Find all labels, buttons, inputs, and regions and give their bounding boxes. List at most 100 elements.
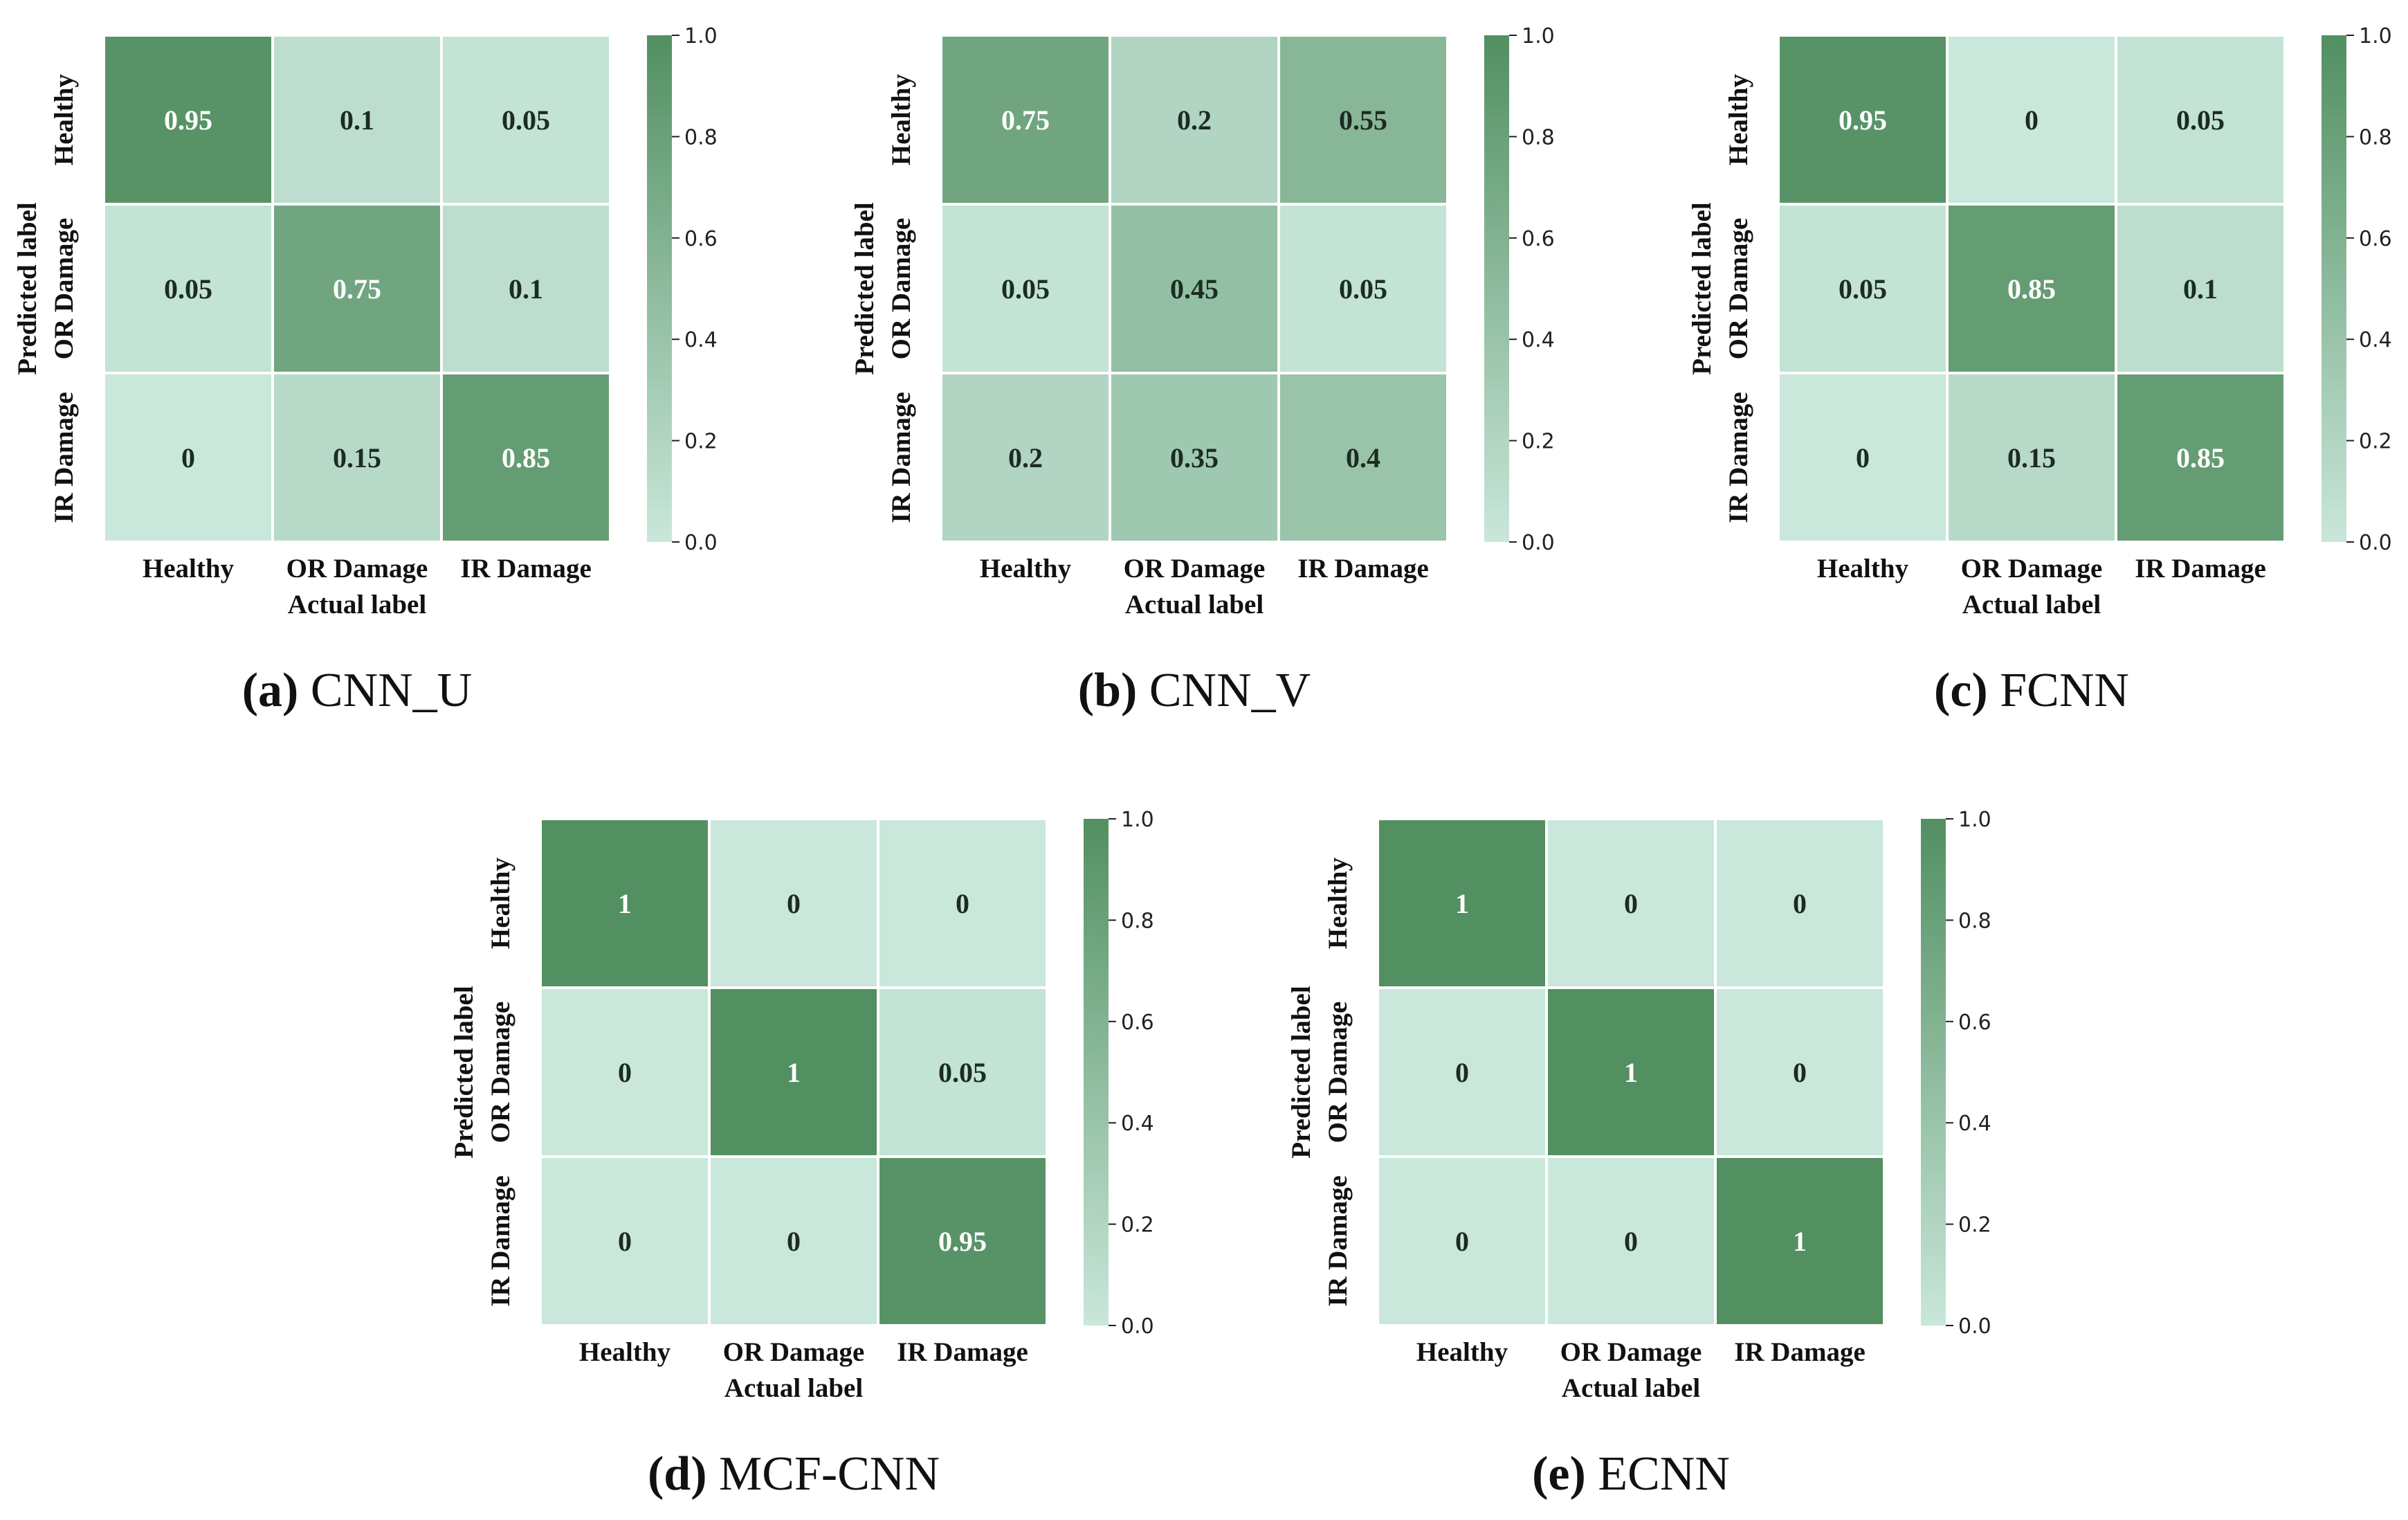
cell-value-label: 0.95 bbox=[938, 1226, 987, 1257]
colorbar-tick-label: 0.6 bbox=[1958, 1011, 1991, 1035]
heatmap-cell bbox=[1109, 34, 1280, 206]
x-tick-label: IR Damage bbox=[1297, 554, 1429, 583]
cell-value-label: 0 bbox=[1856, 442, 1870, 473]
cell-value-label: 0 bbox=[181, 442, 195, 473]
cell-value-label: 0 bbox=[1624, 1226, 1638, 1257]
x-tick-label: IR Damage bbox=[460, 554, 592, 583]
panel-name: FCNN bbox=[2000, 664, 2129, 717]
colorbar-tick-label: 0.2 bbox=[1958, 1213, 1991, 1238]
panel-caption: (d) MCF-CNN bbox=[648, 1447, 940, 1501]
y-tick-label: OR Damage bbox=[49, 218, 79, 360]
heatmap-cell bbox=[1714, 986, 1886, 1158]
colorbar-tick-label: 0.4 bbox=[684, 328, 718, 352]
colorbar-tick-label: 0.2 bbox=[684, 430, 718, 454]
colorbar-tick-label: 0.0 bbox=[1121, 1314, 1154, 1339]
panel-caption: (e) ECNN bbox=[1532, 1447, 1730, 1501]
colorbar-tick-label: 0.8 bbox=[1121, 909, 1154, 933]
colorbar-tick-label: 0.4 bbox=[1958, 1112, 1991, 1136]
panel-letter: (e) bbox=[1532, 1447, 1586, 1501]
heatmap-cell bbox=[1109, 203, 1280, 374]
x-tick-label: OR Damage bbox=[286, 554, 428, 583]
x-tick-label: Healthy bbox=[143, 554, 235, 583]
heatmap-cell bbox=[708, 1155, 879, 1327]
x-tick-label: OR Damage bbox=[1124, 554, 1266, 583]
cell-value-label: 0.1 bbox=[2183, 273, 2218, 305]
y-tick-label: IR Damage bbox=[486, 1175, 516, 1307]
panel-letter: (b) bbox=[1078, 664, 1138, 717]
colorbar-tick-label: 1.0 bbox=[1522, 24, 1555, 48]
panel-letter: (a) bbox=[242, 664, 299, 717]
cell-value-label: 0 bbox=[1624, 888, 1638, 919]
cell-value-label: 0 bbox=[956, 888, 969, 919]
panel-name: CNN_U bbox=[311, 664, 472, 717]
cell-value-label: 0.05 bbox=[502, 105, 550, 136]
y-tick-label: OR Damage bbox=[1323, 1002, 1353, 1143]
x-tick-label: Healthy bbox=[980, 554, 1072, 583]
cell-value-label: 0.45 bbox=[1170, 273, 1219, 305]
x-axis-title: Actual label bbox=[1962, 590, 2101, 619]
cell-value-label: 0.15 bbox=[2007, 442, 2056, 473]
y-axis-title: Predicted label bbox=[449, 986, 479, 1159]
x-axis-title: Actual label bbox=[1125, 590, 1264, 619]
panel-caption: (a) CNN_U bbox=[242, 664, 472, 717]
cell-value-label: 0.1 bbox=[340, 105, 374, 136]
colorbar-tick-label: 0.6 bbox=[2359, 227, 2392, 251]
heatmap-panel-1: 0.95 0.1 0.05 0.05 0.75 0.1 0 0.15 0.85 Healthy OR… bbox=[12, 24, 718, 717]
cell-value-label: 0.85 bbox=[502, 442, 550, 473]
colorbar-tick-label: 0.2 bbox=[1121, 1213, 1154, 1238]
colorbar-tick-label: 0.0 bbox=[684, 531, 718, 555]
cell-value-label: 0.05 bbox=[164, 273, 212, 305]
colorbar-tick-label: 0.6 bbox=[1121, 1011, 1154, 1035]
cell-value-label: 1 bbox=[1793, 1226, 1807, 1257]
cell-value-label: 0.05 bbox=[1001, 273, 1050, 305]
cell-value-label: 1 bbox=[1455, 888, 1469, 919]
heatmap-cell bbox=[539, 986, 711, 1158]
heatmap-cell bbox=[1545, 817, 1717, 989]
panel-caption: (c) FCNN bbox=[1934, 664, 2129, 717]
cell-value-label: 0.05 bbox=[2176, 105, 2225, 136]
heatmap-cell bbox=[1277, 203, 1449, 374]
y-tick-label: Healthy bbox=[1323, 857, 1353, 949]
y-axis-title: Predicted label bbox=[12, 202, 42, 375]
heatmap-cell bbox=[271, 372, 443, 543]
y-tick-label: IR Damage bbox=[49, 392, 79, 523]
panel-name: ECNN bbox=[1598, 1447, 1730, 1501]
x-tick-label: IR Damage bbox=[897, 1337, 1028, 1367]
y-tick-label: OR Damage bbox=[486, 1002, 516, 1143]
x-tick-label: Healthy bbox=[1817, 554, 1909, 583]
colorbar-tick-label: 0.4 bbox=[1522, 328, 1555, 352]
cell-value-label: 0 bbox=[618, 1057, 632, 1088]
x-tick-label: IR Damage bbox=[2135, 554, 2266, 583]
heatmap-cell bbox=[1777, 203, 1949, 374]
cell-value-label: 0.05 bbox=[1339, 273, 1387, 305]
heatmap-cell bbox=[940, 203, 1111, 374]
x-tick-label: OR Damage bbox=[1560, 1337, 1702, 1367]
colorbar-tick-label: 1.0 bbox=[684, 24, 718, 48]
cell-value-label: 0 bbox=[618, 1226, 632, 1257]
heatmap-cell bbox=[1109, 372, 1280, 543]
y-tick-label: OR Damage bbox=[886, 218, 916, 360]
cell-value-label: 0.95 bbox=[1839, 105, 1887, 136]
heatmap-cell bbox=[440, 203, 612, 374]
colorbar bbox=[647, 35, 672, 542]
heatmap-cell bbox=[1545, 986, 1717, 1158]
colorbar-tick-label: 1.0 bbox=[1958, 808, 1991, 832]
heatmap-cell bbox=[1946, 34, 2117, 206]
heatmap-panel-2: 0.75 0.2 0.55 0.05 0.45 0.05 0.2 0.35 0.4 Healthy… bbox=[850, 24, 1555, 717]
colorbar bbox=[2322, 35, 2346, 542]
heatmap-cell bbox=[440, 372, 612, 543]
y-tick-label: IR Damage bbox=[1323, 1175, 1353, 1307]
heatmap-cell bbox=[940, 34, 1111, 206]
y-tick-label: OR Damage bbox=[1724, 218, 1753, 360]
colorbar-tick-label: 0.6 bbox=[684, 227, 718, 251]
colorbar-tick-label: 0.6 bbox=[1522, 227, 1555, 251]
cell-value-label: 0.35 bbox=[1170, 442, 1219, 473]
cell-value-label: 1 bbox=[1624, 1057, 1638, 1088]
x-tick-label: Healthy bbox=[579, 1337, 671, 1367]
heatmap-cell bbox=[1376, 986, 1548, 1158]
cell-value-label: 0.75 bbox=[333, 273, 381, 305]
heatmap-cell bbox=[1545, 1155, 1717, 1327]
cell-value-label: 1 bbox=[618, 888, 632, 919]
colorbar-tick-label: 0.8 bbox=[1522, 125, 1555, 150]
